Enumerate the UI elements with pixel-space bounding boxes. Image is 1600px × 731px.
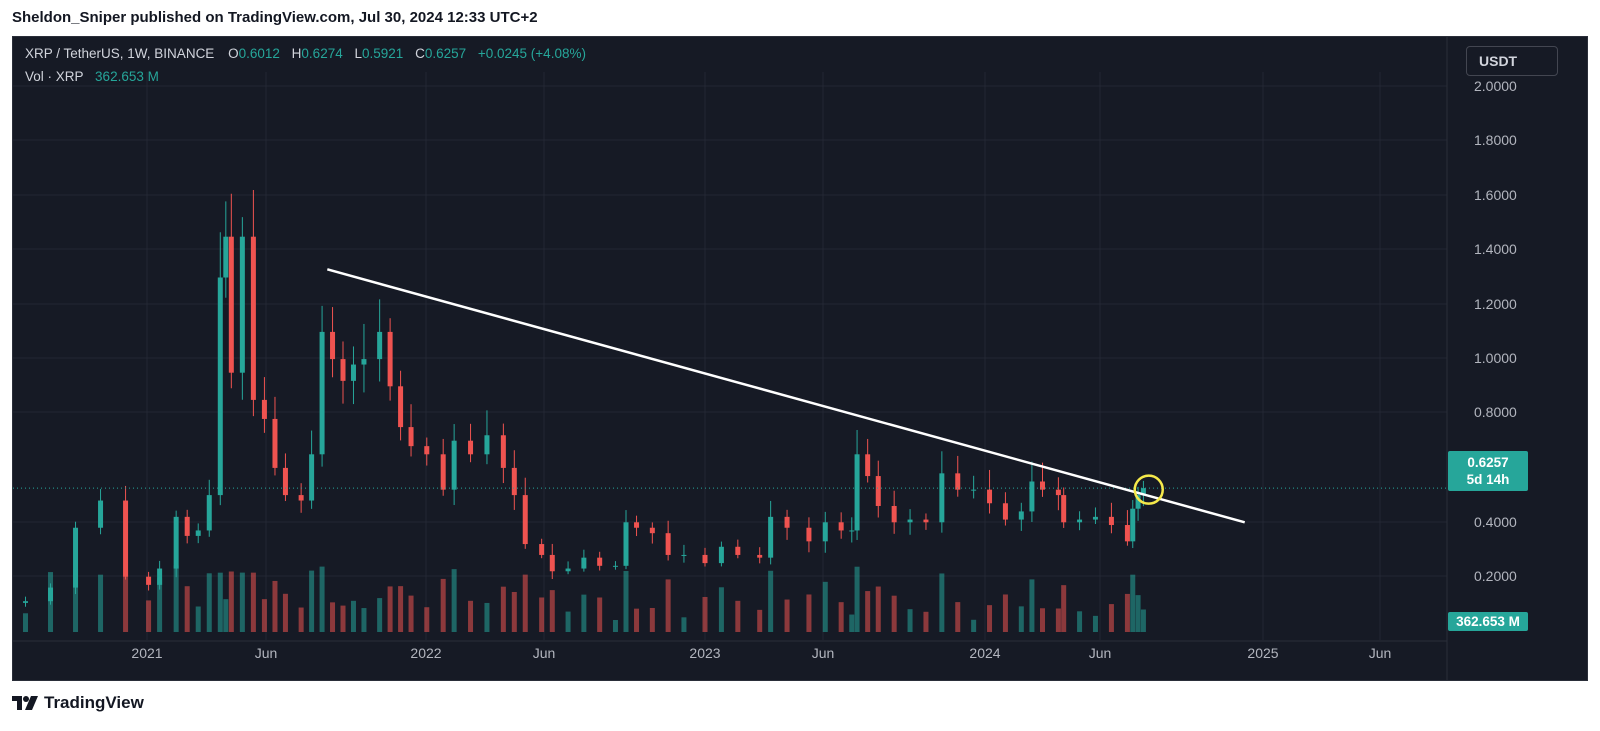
symbol-legend: XRP / TetherUS, 1W, BINANCE O0.6012 H0.6… <box>25 46 586 61</box>
change-value: +0.0245 (+4.08%) <box>477 46 586 61</box>
symbol-name[interactable]: XRP / TetherUS, 1W, BINANCE <box>25 46 215 61</box>
volume-legend: Vol · XRP 362.653 M <box>25 69 159 84</box>
close-label: C <box>415 46 425 61</box>
volume-tag: 362.653 M <box>1448 612 1528 631</box>
last-price-tag: 0.6257 5d 14h <box>1448 451 1528 491</box>
tradingview-brand: TradingView <box>44 693 144 712</box>
tradingview-logo[interactable]: TradingView <box>12 693 144 713</box>
high-label: H <box>291 46 302 61</box>
volume-label[interactable]: Vol · XRP <box>25 69 84 84</box>
publisher-header: Sheldon_Sniper published on TradingView.… <box>0 0 1600 36</box>
close-value: 0.6257 <box>424 46 467 61</box>
currency-button[interactable]: USDT <box>1466 46 1558 76</box>
low-label: L <box>354 46 362 61</box>
tradingview-logo-icon <box>12 696 38 710</box>
volume-value: 362.653 M <box>95 69 159 84</box>
chart-frame[interactable]: XRP / TetherUS, 1W, BINANCE O0.6012 H0.6… <box>12 36 1588 681</box>
open-label: O <box>228 46 239 61</box>
high-value: 0.6274 <box>301 46 343 61</box>
low-value: 0.5921 <box>362 46 404 61</box>
last-price-value: 0.6257 <box>1467 455 1509 470</box>
open-value: 0.6012 <box>238 46 280 61</box>
bar-countdown: 5d 14h <box>1466 472 1510 487</box>
footer: TradingView <box>0 681 1600 731</box>
